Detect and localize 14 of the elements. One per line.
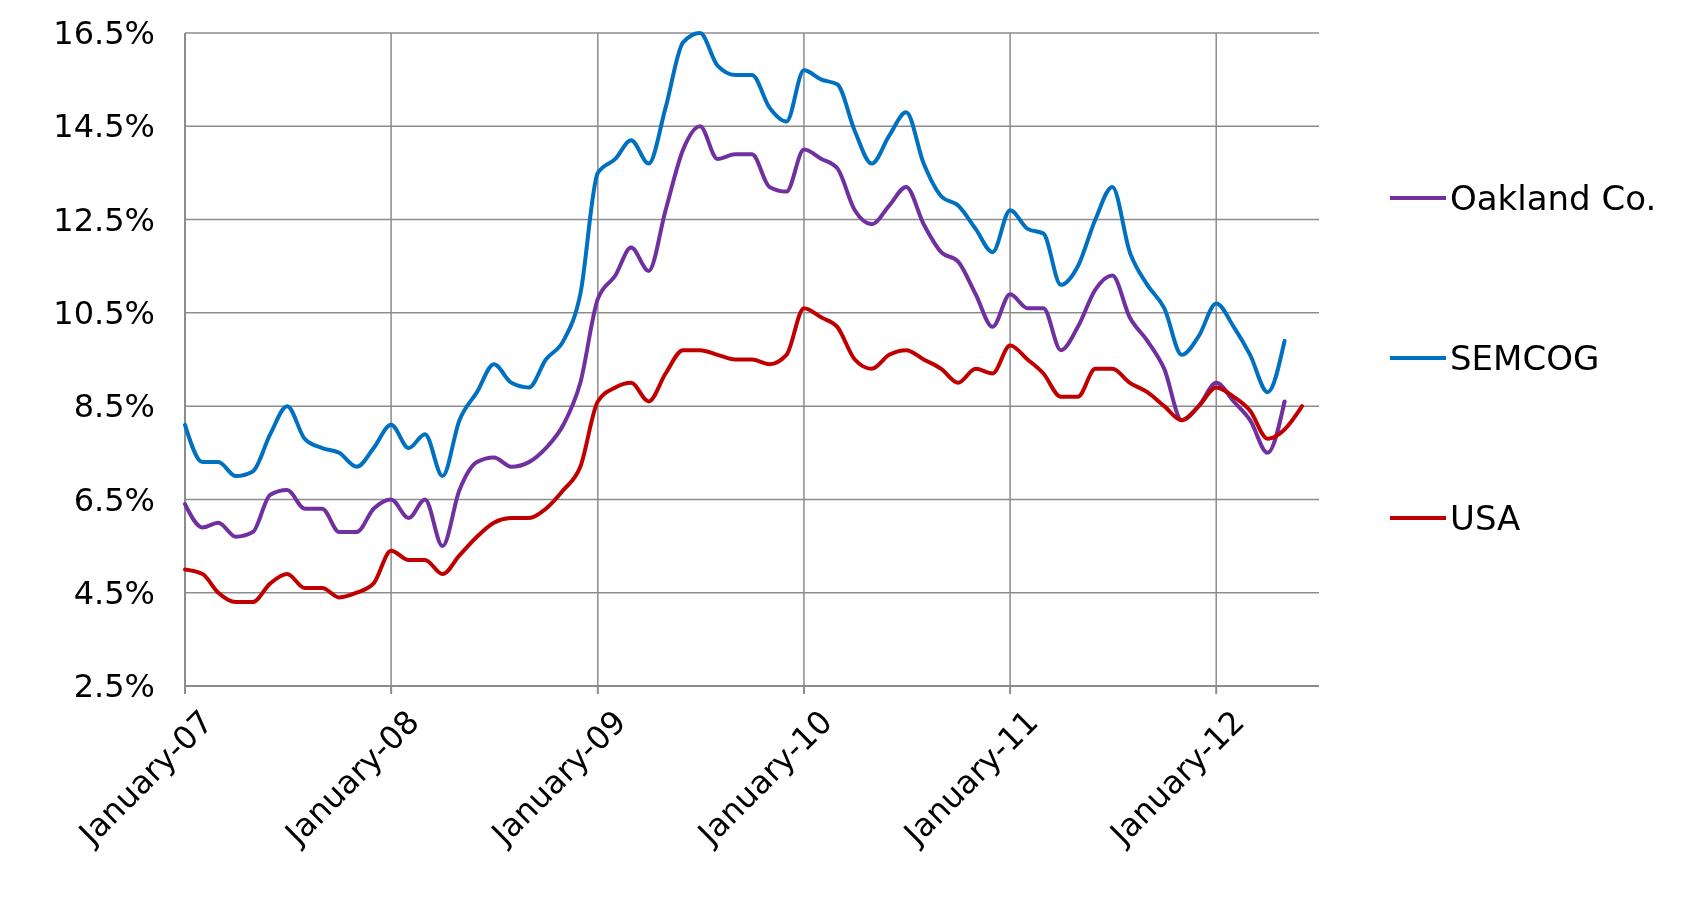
- y-tick-label: 8.5%: [73, 387, 155, 426]
- line-series: [183, 124, 1287, 549]
- line-series: [183, 306, 1305, 605]
- y-tick-label: 14.5%: [53, 107, 155, 146]
- y-tick-label: 10.5%: [53, 294, 155, 333]
- legend-label: USA: [1450, 497, 1521, 538]
- y-tick-label: 16.5%: [53, 14, 155, 53]
- line-series: [183, 31, 1287, 479]
- y-tick-label: 12.5%: [53, 200, 155, 239]
- y-tick-label: 4.5%: [73, 573, 155, 612]
- legend-label: Oakland Co.: [1450, 177, 1657, 218]
- y-tick-label: 2.5%: [73, 667, 155, 706]
- legend-label: SEMCOG: [1450, 337, 1600, 378]
- y-tick-label: 6.5%: [73, 480, 155, 519]
